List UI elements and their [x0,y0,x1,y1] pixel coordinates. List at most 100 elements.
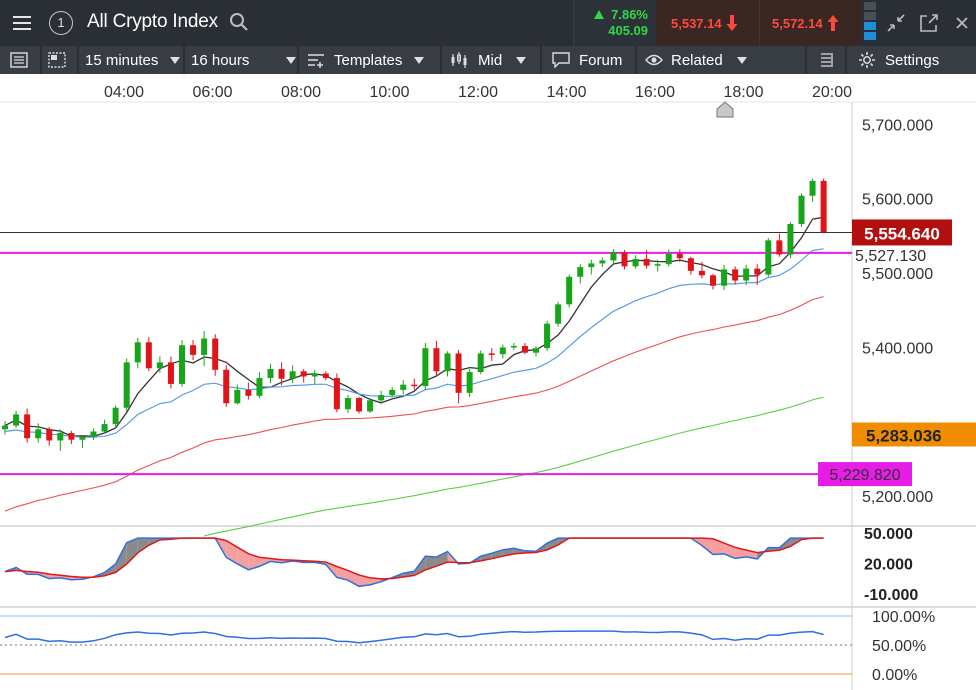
interval-value: 15 minutes [85,51,159,69]
list-view-button[interactable] [10,46,28,74]
candle-body [632,258,639,267]
indicator-list-button[interactable] [818,46,834,74]
y-tick-label: 5,600.000 [862,192,933,209]
forum-button[interactable]: Forum [552,46,622,74]
oscillator-fill [370,577,382,585]
candle [632,255,639,269]
instrument-title: All Crypto Index [87,11,218,32]
candle-body [698,270,705,276]
sell-price: 5,537.14 [671,15,722,31]
list-icon [10,52,28,68]
candle [300,369,307,383]
x-axis: 04:00 06:00 08:00 10:00 12:00 14:00 16:00 18:00… [104,84,852,101]
x-tick-label: 18:00 [723,84,763,101]
candle [179,340,185,387]
candle [798,193,805,227]
range-value: 16 hours [191,51,250,69]
interval-select[interactable]: 15 minutes [85,46,181,74]
scroll-marker-icon[interactable] [716,101,734,118]
sell-button[interactable]: 5,537.14 [656,0,759,46]
candlestick-icon [451,52,467,68]
price-line-label: 5,229.820 [829,467,900,484]
level-tag [852,422,976,447]
candle [809,178,816,202]
candle [820,178,827,233]
buy-button[interactable]: 5,572.14 [759,0,862,46]
collapse-icon[interactable] [884,11,908,35]
candle [57,429,64,451]
candle-body [300,371,307,377]
price-lines [0,231,852,476]
candle-body [610,252,617,261]
settings-label: Settings [885,51,940,69]
candle-body [90,431,97,437]
hamburger-icon [13,16,31,30]
menu-button[interactable] [0,0,44,46]
candle [776,233,783,257]
chevron-down-icon [414,56,425,64]
arrow-up-icon [827,15,839,31]
candle [433,340,440,375]
layout-button[interactable] [48,46,66,74]
candle [46,427,53,446]
candle [643,250,650,269]
candle [356,396,362,414]
eye-icon [645,54,663,66]
price-type-value: Mid [478,51,503,69]
candle-body [643,258,650,266]
candle [422,343,429,390]
candle [665,249,672,267]
templates-label: Templates [334,51,403,69]
candle [344,395,351,413]
info-icon[interactable]: 1 [49,11,73,35]
candle [400,380,407,395]
x-tick-label: 16:00 [635,84,675,101]
close-icon[interactable] [950,11,974,35]
candle [134,337,141,369]
candle-body [820,180,827,233]
candle-body [223,369,230,404]
oscillator-fill [248,553,260,570]
candle-body [621,252,628,267]
candle [411,378,418,390]
instrument-header: 1 All Crypto Index 7.86% 405.09 5,537.14… [0,0,976,46]
candle [444,351,451,377]
candle [212,334,219,376]
candle [710,273,716,290]
candle [13,410,20,428]
y-tick-label: 5,200.000 [862,489,933,506]
popout-icon[interactable] [917,11,941,35]
oscillator-signal-line [4,537,824,580]
candle [322,371,329,381]
candle-body [665,253,672,265]
candle [24,408,31,443]
candle-body [167,362,174,384]
templates-menu[interactable]: Templates [307,46,425,74]
x-tick-label: 12:00 [458,84,498,101]
candle-body [776,240,783,255]
related-menu[interactable]: Related [645,46,747,74]
candle-body [555,304,562,324]
candle-body [499,347,506,355]
range-select[interactable]: 16 hours [191,46,297,74]
candle-body [123,362,130,408]
price-type-select[interactable]: Mid [450,46,527,74]
price-chart[interactable]: 04:00 06:00 08:00 10:00 12:00 14:00 16:00 18:00… [0,74,976,690]
search-icon[interactable] [229,12,249,32]
candle [378,390,385,405]
candle-body [422,348,429,387]
candle-body [809,180,816,196]
candle-body [2,425,8,430]
y-tick-label: 5,400.000 [862,340,933,357]
candle-body [311,373,318,377]
oscillator-fill [115,542,127,573]
market-depth-icon[interactable] [864,2,876,44]
price-line-label: 5,527.130 [855,248,926,265]
candle [68,430,75,445]
settings-button[interactable]: Settings [858,46,939,74]
candle [145,337,152,372]
y-axis: 5,700.000 5,600.000 5,500.000 5,400.000 5,20… [862,117,933,506]
candle-body [389,389,396,396]
percent-tick-label: 50.00% [872,638,926,655]
candle [754,264,761,285]
